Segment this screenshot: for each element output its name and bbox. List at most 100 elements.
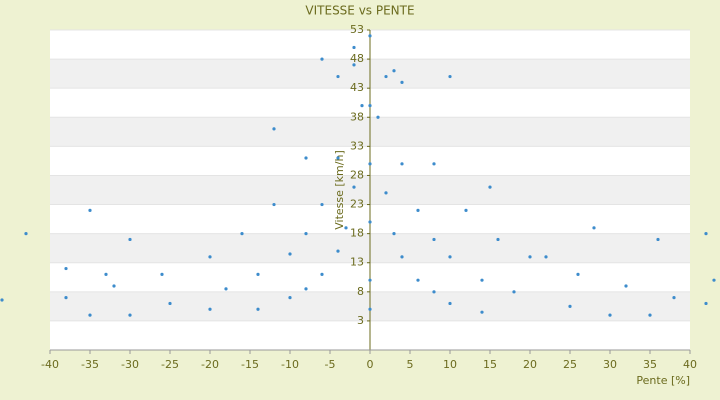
point <box>352 63 356 67</box>
point <box>432 162 436 166</box>
point <box>416 278 420 282</box>
point <box>432 290 436 294</box>
y-tick-label: 18 <box>350 227 364 240</box>
point <box>568 304 572 308</box>
point <box>376 115 380 119</box>
point <box>304 287 308 291</box>
y-tick-label: 53 <box>350 23 364 36</box>
point <box>112 284 116 288</box>
point <box>256 307 260 311</box>
x-tick-label: 5 <box>407 358 414 371</box>
point <box>648 313 652 317</box>
point <box>368 34 372 38</box>
x-tick-label: -15 <box>241 358 259 371</box>
point <box>272 127 276 131</box>
x-tick-label: -5 <box>325 358 336 371</box>
point <box>392 69 396 73</box>
point <box>512 290 516 294</box>
y-tick-label: 28 <box>350 168 364 181</box>
point <box>400 80 404 84</box>
point <box>528 255 532 259</box>
point <box>488 185 492 189</box>
y-tick-label: 33 <box>350 139 364 152</box>
point <box>448 301 452 306</box>
point <box>128 313 132 317</box>
point <box>416 208 420 212</box>
point <box>448 255 452 259</box>
y-tick-label: 8 <box>357 285 364 298</box>
point <box>288 296 292 300</box>
point <box>384 191 388 195</box>
point <box>624 284 628 288</box>
point <box>544 255 548 259</box>
point <box>352 45 356 50</box>
point <box>160 272 164 276</box>
point <box>712 278 716 282</box>
chart-title: VITESSE vs PENTE <box>305 4 414 18</box>
point <box>656 237 660 242</box>
x-tick-label: 15 <box>483 358 497 371</box>
point <box>320 57 324 61</box>
x-tick-label: -35 <box>81 358 99 371</box>
y-tick-label: 43 <box>350 81 364 94</box>
x-tick-label: -30 <box>121 358 139 371</box>
x-tick-label: 20 <box>523 358 537 371</box>
point <box>336 156 340 160</box>
point <box>208 255 212 259</box>
point <box>592 226 596 230</box>
point <box>400 162 404 166</box>
y-tick-label: 38 <box>350 110 364 123</box>
x-tick-label: 40 <box>683 358 697 371</box>
x-tick-label: 25 <box>563 358 577 371</box>
point <box>104 272 108 276</box>
y-tick-label: 3 <box>357 314 364 327</box>
point <box>320 202 324 207</box>
point <box>0 298 4 302</box>
point <box>576 272 580 276</box>
point <box>432 237 436 242</box>
point <box>64 266 68 271</box>
point <box>368 104 372 108</box>
point <box>368 220 372 224</box>
point <box>24 232 28 236</box>
x-tick-label: -10 <box>281 358 299 371</box>
point <box>320 272 324 276</box>
point <box>360 104 364 108</box>
x-tick-label: -40 <box>41 358 59 371</box>
point <box>64 296 68 300</box>
x-tick-label: 35 <box>643 358 657 371</box>
point <box>352 185 356 189</box>
point <box>272 202 276 207</box>
point <box>368 307 372 311</box>
point <box>304 156 308 160</box>
point <box>672 296 676 300</box>
point <box>368 162 372 166</box>
point <box>240 232 244 236</box>
point <box>384 74 388 79</box>
x-tick-label: -20 <box>201 358 219 371</box>
point <box>288 252 292 256</box>
point <box>304 232 308 236</box>
x-tick-label: -25 <box>161 358 179 371</box>
point <box>448 74 452 79</box>
point <box>704 301 708 306</box>
y-axis-label: Vitesse [km/h] <box>333 150 346 230</box>
point <box>400 255 404 259</box>
point <box>392 232 396 236</box>
point <box>480 278 484 282</box>
x-tick-label: 10 <box>443 358 457 371</box>
point <box>344 226 348 230</box>
point <box>208 307 212 311</box>
point <box>496 237 500 242</box>
x-axis-label: Pente [%] <box>636 374 690 387</box>
x-tick-label: 0 <box>367 358 374 371</box>
point <box>368 278 372 282</box>
point <box>480 310 484 314</box>
point <box>128 237 132 242</box>
point <box>464 208 468 212</box>
point <box>256 272 260 276</box>
point <box>336 249 340 253</box>
point <box>88 313 92 317</box>
y-tick-label: 13 <box>350 256 364 269</box>
